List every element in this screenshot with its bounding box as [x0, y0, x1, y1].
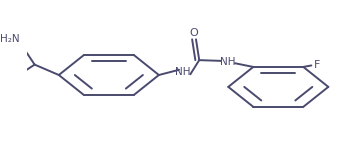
Text: H₂N: H₂N: [0, 34, 19, 44]
Text: F: F: [314, 60, 320, 70]
Text: NH: NH: [175, 67, 190, 77]
Text: O: O: [190, 28, 198, 38]
Text: NH: NH: [220, 57, 236, 67]
